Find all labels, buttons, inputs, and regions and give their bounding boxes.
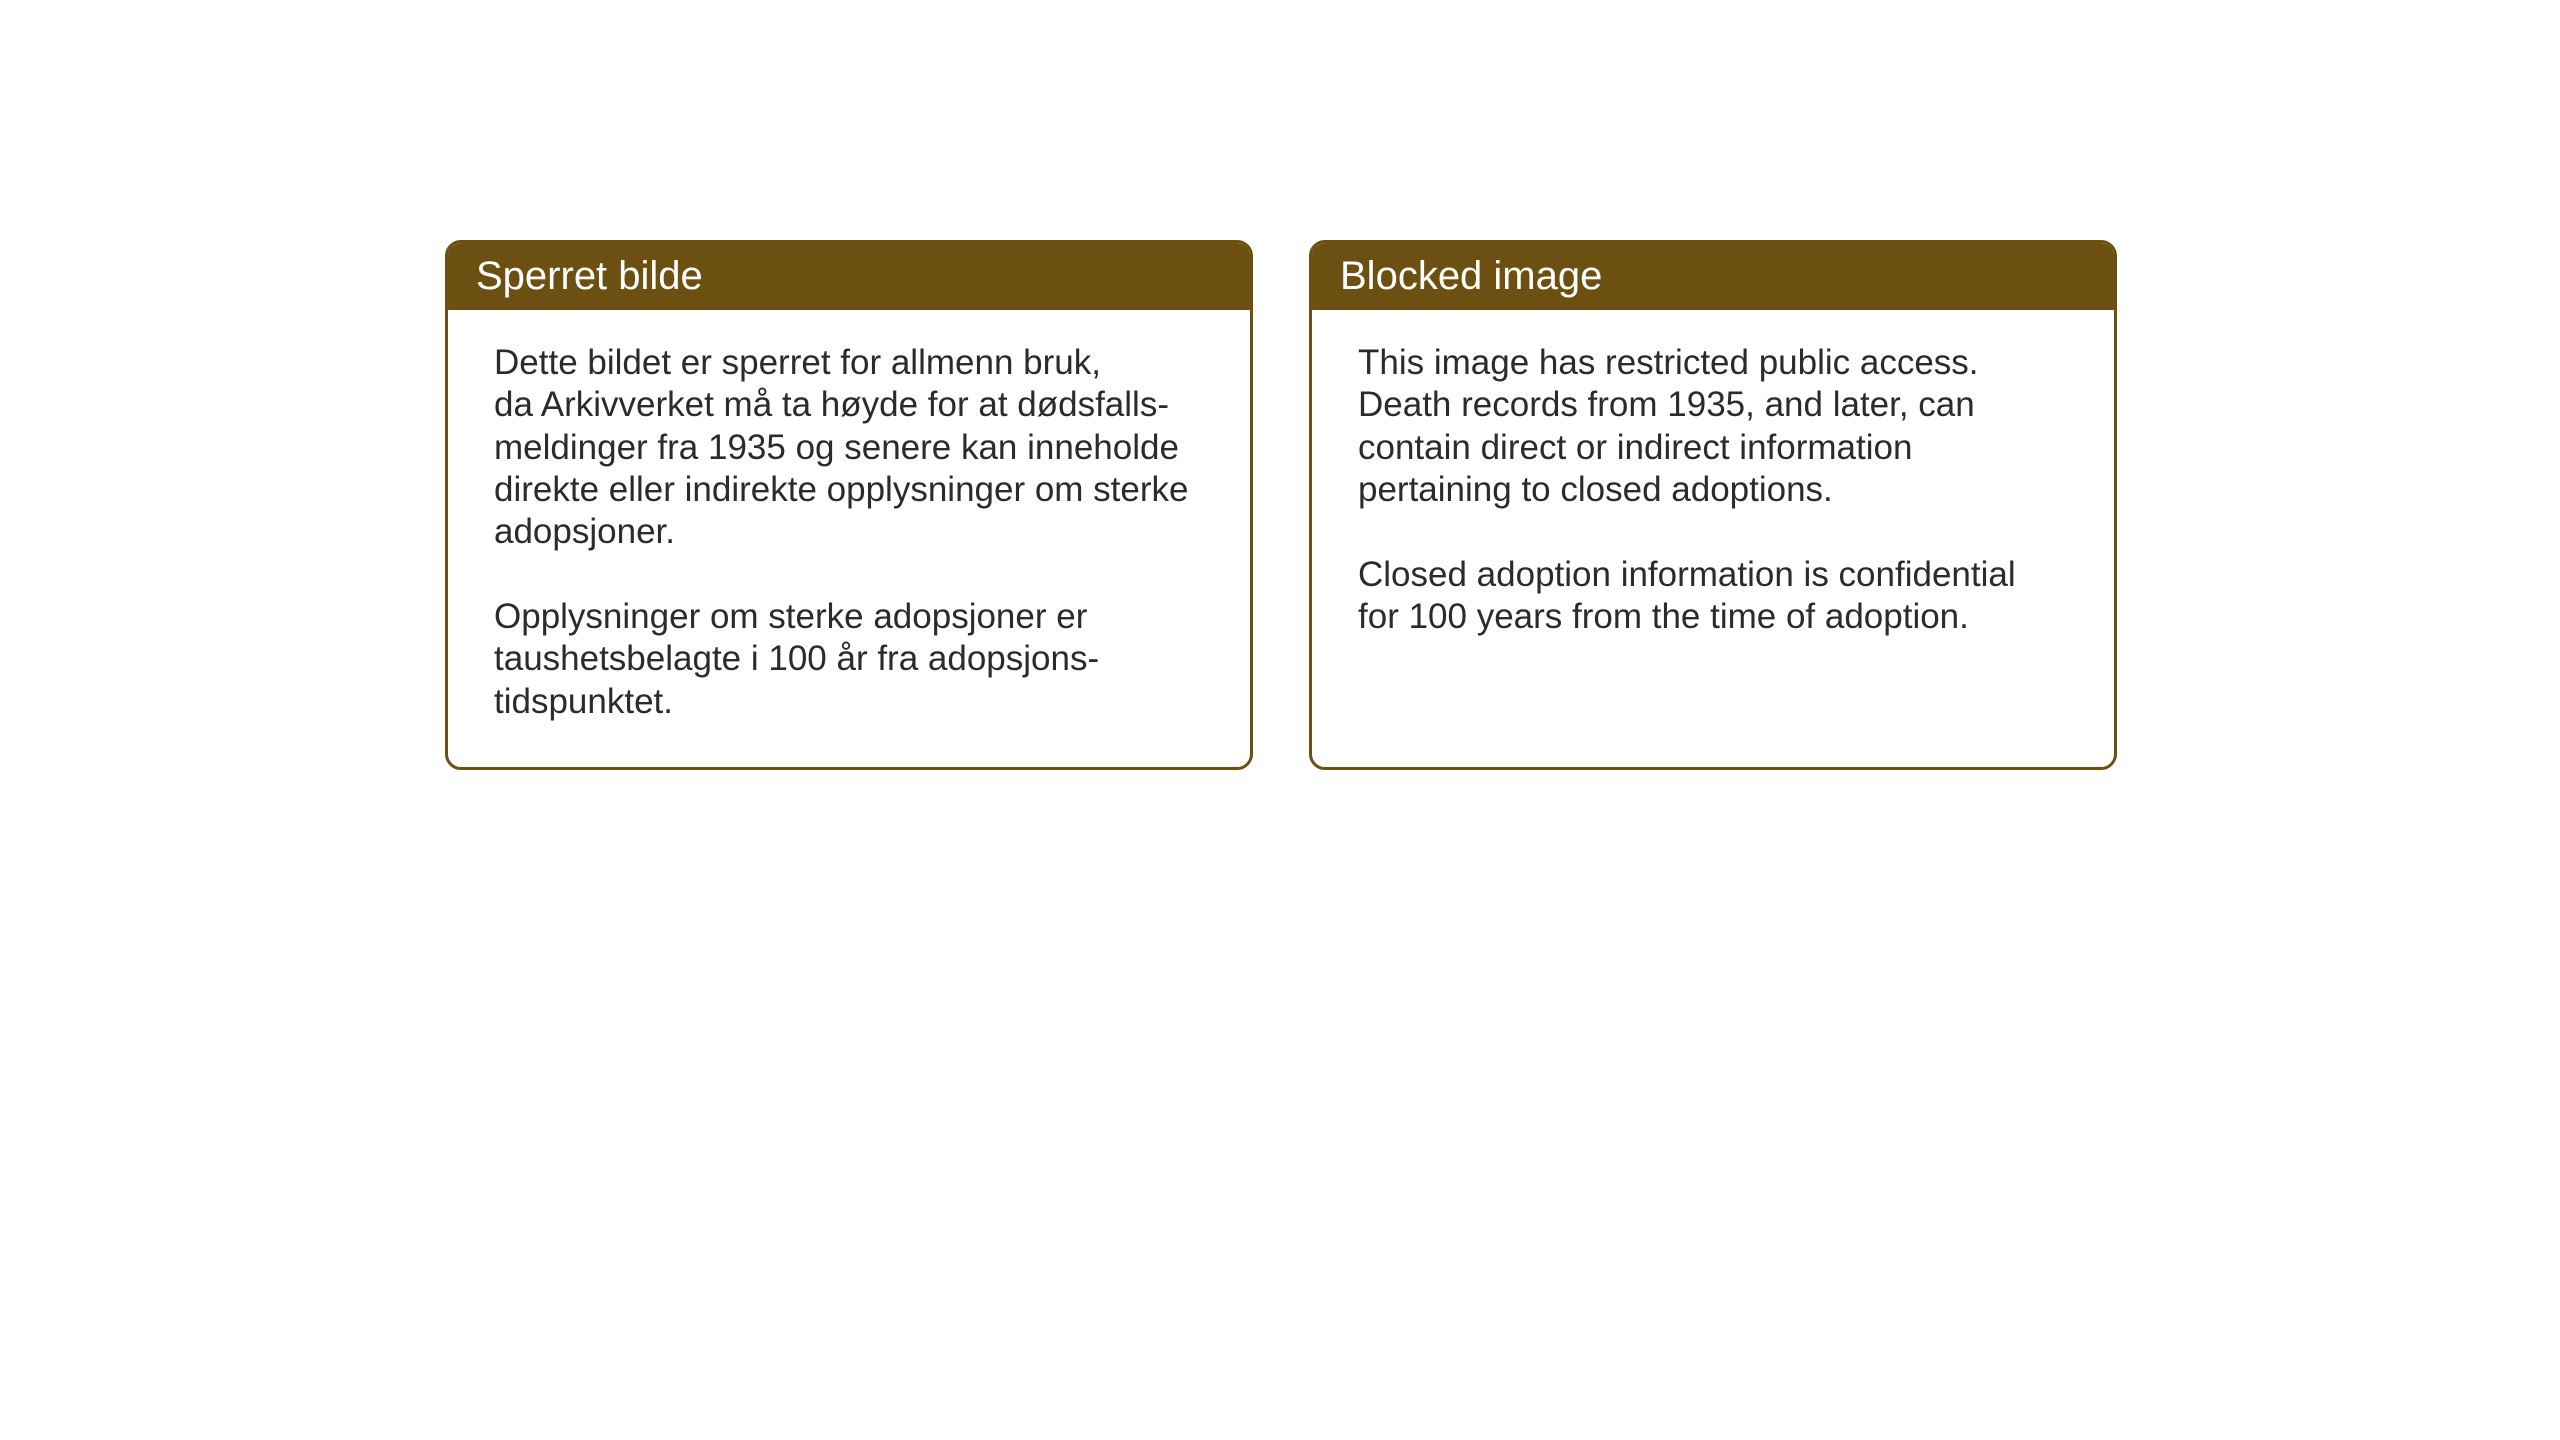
card-text: This image has restricted public access.… (1358, 342, 2068, 638)
card-body: This image has restricted public access.… (1312, 310, 2114, 767)
card-header: Sperret bilde (448, 243, 1250, 310)
card-text: Dette bildet er sperret for allmenn bruk… (494, 342, 1204, 723)
notice-card-norwegian: Sperret bilde Dette bildet er sperret fo… (445, 240, 1253, 770)
card-header: Blocked image (1312, 243, 2114, 310)
card-title: Blocked image (1340, 254, 1602, 298)
notice-container: Sperret bilde Dette bildet er sperret fo… (445, 240, 2117, 770)
card-body: Dette bildet er sperret for allmenn bruk… (448, 310, 1250, 767)
card-title: Sperret bilde (476, 254, 703, 298)
notice-card-english: Blocked image This image has restricted … (1309, 240, 2117, 770)
